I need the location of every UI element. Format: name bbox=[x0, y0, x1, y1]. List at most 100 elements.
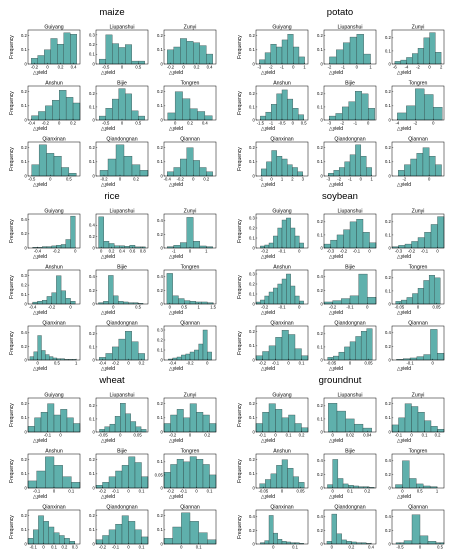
x-tick-label: -0.1 bbox=[112, 545, 120, 550]
y-axis-label: Frequency bbox=[9, 219, 15, 243]
panel-title: Anshun bbox=[273, 264, 291, 270]
x-tick-label: 0.1 bbox=[139, 545, 145, 550]
histogram-bar bbox=[338, 167, 345, 177]
y-tick-label: 0 bbox=[160, 429, 163, 434]
x-tick-label: -4 bbox=[405, 65, 409, 70]
histogram-bar bbox=[288, 414, 296, 433]
panel-title: Liupanshui bbox=[109, 24, 134, 30]
histogram-bar bbox=[286, 217, 291, 249]
panel-potato-liupanshui: Liupanshui -2 -1 0 1 0 0.1 0.2 △yield bbox=[317, 24, 377, 76]
histogram-bar bbox=[65, 97, 74, 121]
y-tick-label: 0 bbox=[160, 485, 163, 490]
plot-frame bbox=[391, 141, 445, 177]
y-axis-label: Frequency bbox=[237, 515, 243, 539]
x-tick-label: -1 bbox=[172, 249, 176, 254]
y-tick-label: 0 bbox=[388, 245, 391, 250]
histogram-bar bbox=[163, 472, 171, 489]
x-axis-label: △yield bbox=[397, 494, 411, 500]
panel-soybean-liupanshui: Liupanshui -0.3 -0.2 -0.1 0 0 0.1 0.2 △yield bbox=[317, 208, 377, 260]
panel-title: Anshun bbox=[45, 80, 63, 86]
x-tick-label: 0.4 bbox=[202, 121, 208, 126]
histogram-bar bbox=[202, 464, 210, 489]
histogram-bar bbox=[207, 351, 212, 361]
histogram-bar bbox=[287, 467, 294, 489]
histogram-bar bbox=[411, 406, 419, 433]
x-tick-label: 0.5 bbox=[181, 305, 187, 310]
histogram-bar bbox=[292, 167, 298, 177]
x-tick-label: 0.1 bbox=[207, 489, 213, 494]
panel-title: Tongren bbox=[181, 448, 200, 454]
plot-frame bbox=[391, 325, 445, 361]
histogram-bar bbox=[44, 49, 51, 65]
plot-frame bbox=[95, 141, 149, 177]
y-tick-label: 0.2 bbox=[89, 234, 95, 239]
plot-frame bbox=[95, 453, 149, 489]
x-tick-label: -0.2 bbox=[42, 121, 50, 126]
histogram-bar bbox=[437, 428, 445, 433]
histogram-bar bbox=[105, 34, 113, 65]
crop-group-soybean: soybean Guiyang -0.2 -0.1 0 0 0.1 0.2 0.3 △yield F… bbox=[237, 191, 445, 372]
plot-frame bbox=[323, 509, 377, 545]
histogram-bar bbox=[329, 115, 336, 121]
x-axis-label: △yield bbox=[329, 70, 343, 76]
histogram-bar bbox=[167, 112, 176, 121]
x-tick-label: 0 bbox=[59, 433, 62, 438]
x-tick-label: -0.1 bbox=[180, 489, 188, 494]
histogram-bar bbox=[112, 98, 119, 121]
x-axis-label: △yield bbox=[261, 70, 275, 76]
histogram-bar bbox=[59, 535, 65, 545]
histogram-bar bbox=[294, 423, 302, 433]
histogram-bar bbox=[294, 235, 300, 249]
histogram-bar bbox=[196, 459, 204, 489]
y-tick-label: 0 bbox=[388, 61, 391, 66]
histogram-bar bbox=[424, 94, 434, 121]
histogram-bar bbox=[49, 356, 54, 361]
histogram-bar bbox=[40, 411, 48, 433]
x-tick-label: -4 bbox=[396, 121, 400, 126]
y-tick-label: 0 bbox=[388, 117, 391, 122]
x-tick-label: -3 bbox=[258, 65, 262, 70]
histogram-bar bbox=[107, 158, 117, 177]
x-tick-label: 0.6 bbox=[129, 249, 135, 254]
x-tick-label: -1 bbox=[353, 121, 357, 126]
x-tick-label: 0 bbox=[119, 433, 122, 438]
y-tick-label: 0 bbox=[388, 173, 391, 178]
y-tick-label: 0 bbox=[160, 173, 163, 178]
y-tick-label: 0.1 bbox=[21, 103, 27, 108]
panel-wheat-qianxinan: Qianxinan-0.100.10.20.300.10.2△yieldFreq… bbox=[9, 504, 81, 550]
x-tick-label: -0.1 bbox=[112, 489, 120, 494]
y-tick-label: 0.2 bbox=[385, 401, 391, 406]
histogram-bar bbox=[65, 239, 71, 249]
histogram-bar bbox=[286, 273, 291, 305]
x-axis-label: △yield bbox=[169, 310, 183, 316]
histogram-bar bbox=[327, 484, 333, 489]
x-tick-label: -1 bbox=[259, 177, 263, 182]
plot-frame bbox=[95, 509, 149, 545]
y-tick-label: 0.3 bbox=[249, 271, 255, 276]
panel-groundnut-guiyang: Guiyang -0.1 0 0.1 0.2 0 0.1 0.2 △yield Frequency bbox=[237, 392, 309, 444]
x-tick-label: -0.2 bbox=[99, 489, 107, 494]
x-tick-label: 0.4 bbox=[207, 65, 213, 70]
histogram-bar bbox=[403, 540, 413, 545]
histogram-bar bbox=[368, 108, 375, 121]
x-tick-label: 0.2 bbox=[299, 433, 305, 438]
x-axis-label: △yield bbox=[329, 438, 343, 444]
histogram-bar bbox=[288, 334, 296, 361]
histogram-bar bbox=[99, 429, 105, 433]
x-tick-label: -0.2 bbox=[177, 177, 185, 182]
histogram-bar bbox=[141, 536, 149, 545]
histogram-bar bbox=[423, 37, 430, 65]
y-tick-label: 0.1 bbox=[157, 347, 163, 352]
y-tick-label: 0.2 bbox=[249, 33, 255, 38]
y-tick-label: 0.4 bbox=[21, 330, 27, 335]
x-tick-label: -0.2 bbox=[48, 305, 56, 310]
y-tick-label: 0.2 bbox=[21, 231, 27, 236]
histogram-bar bbox=[189, 456, 197, 489]
y-tick-label: 0.2 bbox=[157, 232, 163, 237]
x-tick-label: 1 bbox=[205, 249, 208, 254]
panel-rice-zunyi: Zunyi -1 0 1 0 0.2 0.4 △yield bbox=[157, 208, 217, 260]
x-axis-label: △yield bbox=[397, 70, 411, 76]
x-axis-label: △yield bbox=[169, 366, 183, 372]
